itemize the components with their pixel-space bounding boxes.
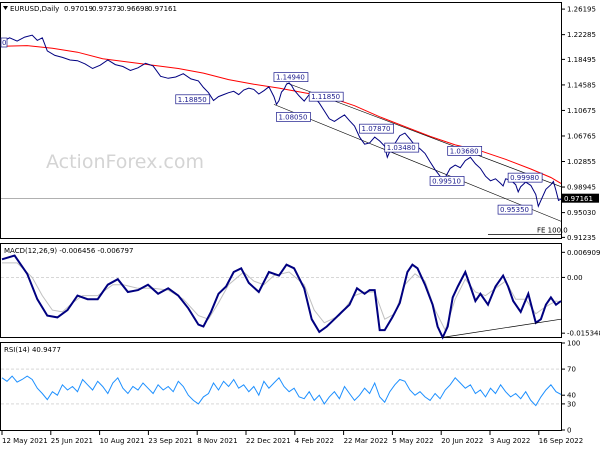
price-y-tick-label: 0.98945 <box>567 184 596 192</box>
price-y-tick-label: 1.26195 <box>567 6 596 14</box>
price-annotation-box <box>384 142 420 153</box>
x-tick-label: 22 Dec 2021 <box>246 437 291 445</box>
rsi-y-tick-label: 30 <box>567 400 576 408</box>
price-y-tick-label: 0.91235 <box>567 234 596 242</box>
price-line <box>1 34 562 208</box>
fe-label: FE 100.0 <box>537 227 568 235</box>
price-annotation: 1.08050 <box>278 113 307 121</box>
price-annotation-box <box>447 146 483 156</box>
price-annotation: 1.07870 <box>362 125 391 133</box>
instrument-label: EURUSD,Daily <box>10 5 59 13</box>
x-tick-label: 10 Aug 2021 <box>100 437 145 445</box>
x-tick-label: 22 Mar 2022 <box>344 437 388 445</box>
price-annotation: 0.99980 <box>510 174 539 182</box>
rsi-y-tick-label: 40 <box>567 392 576 400</box>
x-tick-label: 25 Jun 2021 <box>51 437 93 445</box>
price-y-tick-label: 1.22285 <box>567 31 596 39</box>
price-y-tick-label: 0.95030 <box>567 209 596 217</box>
collapse-arrow-icon[interactable] <box>3 6 8 10</box>
macd-signal-line <box>2 262 562 332</box>
x-axis: 12 May 2021 25 Jun 2021 10 Aug 2021 23 Sep … <box>1 431 583 445</box>
ohlc-low: 0.96698 <box>120 5 149 13</box>
channel-line <box>273 104 562 222</box>
price-annotation: 0.99510 <box>432 177 461 185</box>
rsi-y-tick-label: 100 <box>567 340 580 348</box>
chart-header: EURUSD,Daily 0.97019 0.97373 0.96698 0.9… <box>3 5 177 13</box>
price-annotation-box <box>276 112 311 122</box>
current-price-label: 0.97161 <box>564 195 593 203</box>
x-tick-label: 16 Sep 2022 <box>539 437 583 445</box>
macd-line <box>1 254 562 340</box>
price-panel: 1.26195 1.22285 1.18495 1.14585 1.10675 1.067… <box>0 6 599 242</box>
price-annotation: 1.03480 <box>387 144 416 152</box>
x-tick-label: 12 May 2021 <box>2 437 48 445</box>
price-y-tick-label: 1.02855 <box>567 158 596 166</box>
macd-panel-frame <box>0 243 562 338</box>
macd-y-tick-label: 0.00 <box>567 274 583 282</box>
price-annotation-box <box>359 123 394 134</box>
price-annotation-box <box>507 172 543 183</box>
ohlc-high: 0.97373 <box>92 5 121 13</box>
macd-trendline <box>442 318 562 338</box>
macd-panel: 0.006909 0.00 -0.015348 <box>1 249 600 340</box>
current-price-box <box>562 193 599 203</box>
price-annotation-box <box>308 91 344 102</box>
price-annotation: 1.03680 <box>450 147 479 155</box>
price-annotation: 1.14940 <box>276 74 305 82</box>
rsi-line <box>1 375 562 407</box>
macd-label: MACD(12,26,9) -0.006456 -0.006797 <box>4 247 133 255</box>
x-tick-label: 5 May 2022 <box>392 437 433 445</box>
ohlc-close: 0.97161 <box>148 5 177 13</box>
price-y-tick-label: 1.18495 <box>567 56 596 64</box>
moving-average-line <box>1 45 562 184</box>
price-annotation: 1.11850 <box>311 93 340 101</box>
x-tick-label: 4 Feb 2022 <box>295 437 334 445</box>
x-tick-label: 20 Jun 2022 <box>441 437 483 445</box>
price-annotation-box <box>175 94 211 105</box>
price-annotation: 1.18850 <box>178 96 207 104</box>
tag-label: 0 <box>2 39 6 47</box>
tag-box <box>0 37 8 48</box>
x-tick-label: 23 Sep 2021 <box>148 437 192 445</box>
price-annotation: 0.95350 <box>500 206 529 214</box>
x-tick-label: 8 Nov 2021 <box>197 437 237 445</box>
macd-y-tick-label: 0.006909 <box>567 249 600 257</box>
rsi-y-tick-label: 70 <box>567 366 576 374</box>
rsi-y-tick-label: 0 <box>567 427 571 435</box>
price-annotation-box <box>273 72 309 82</box>
x-tick-label: 3 Aug 2022 <box>490 437 530 445</box>
ohlc-open: 0.97019 <box>64 5 93 13</box>
rsi-panel-frame <box>0 342 562 431</box>
price-annotation-box <box>429 176 465 186</box>
macd-y-tick-label: -0.015348 <box>567 330 600 338</box>
price-y-tick-label: 1.14585 <box>567 81 596 89</box>
price-annotation-box <box>497 204 533 215</box>
watermark: ActionForex.com <box>46 151 204 173</box>
price-y-tick-label: 1.10675 <box>567 107 596 115</box>
price-y-tick-label: 1.06765 <box>567 132 596 140</box>
rsi-label: RSI(14) 40.9477 <box>4 346 61 354</box>
